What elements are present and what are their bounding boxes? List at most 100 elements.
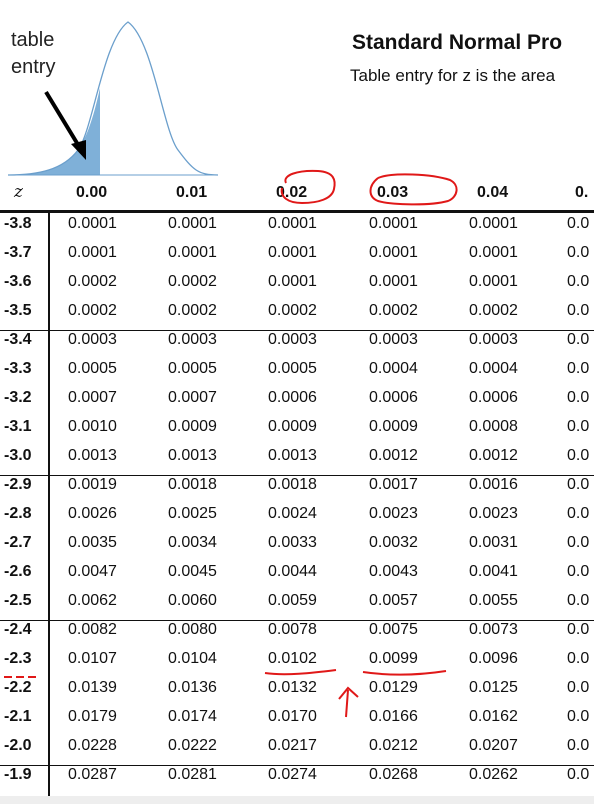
table-cell: 0.0013 bbox=[68, 447, 117, 464]
table-cell: 0.0031 bbox=[469, 534, 518, 551]
table-cell: 0.0002 bbox=[68, 273, 117, 290]
table-cell: 0.0001 bbox=[268, 215, 317, 232]
table-cell: 0.0045 bbox=[168, 563, 217, 580]
table-cell: 0.0035 bbox=[68, 534, 117, 551]
table-cell: 0.0268 bbox=[369, 766, 418, 783]
table-cell: 0.0001 bbox=[369, 244, 418, 261]
group-rule bbox=[0, 330, 594, 331]
table-cell: 0.0 bbox=[567, 650, 590, 667]
table-cell: 0.0001 bbox=[168, 215, 217, 232]
table-cell: 0.0003 bbox=[469, 331, 518, 348]
table-cell: 0.0005 bbox=[168, 360, 217, 377]
table-cell: 0.0104 bbox=[168, 650, 217, 667]
table-cell: 0.0009 bbox=[369, 418, 418, 435]
column-header-1: 0.00 bbox=[76, 184, 108, 201]
table-cell: 0.0075 bbox=[369, 621, 418, 638]
table-cell: 0.0004 bbox=[469, 360, 518, 377]
z-value: -1.9 bbox=[4, 766, 32, 783]
group-rule bbox=[0, 765, 594, 766]
table-cell: 0.0003 bbox=[168, 331, 217, 348]
table-cell: 0.0170 bbox=[268, 708, 317, 725]
table-cell: 0.0033 bbox=[268, 534, 317, 551]
table-cell: 0.0003 bbox=[268, 331, 317, 348]
table-cell: 0.0 bbox=[567, 592, 590, 609]
table-cell: 0.0262 bbox=[469, 766, 518, 783]
table-cell: 0.0013 bbox=[268, 447, 317, 464]
z-value: -2.1 bbox=[4, 708, 32, 725]
table-entry-label: table entry bbox=[11, 27, 55, 81]
table-cell: 0.0 bbox=[567, 244, 590, 261]
underline-0-0102 bbox=[264, 669, 337, 676]
z-value: -3.5 bbox=[4, 302, 32, 319]
shaded-area bbox=[8, 88, 100, 175]
table-cell: 0.0 bbox=[567, 476, 590, 493]
table-cell: 0.0132 bbox=[268, 679, 317, 696]
table-cell: 0.0006 bbox=[369, 389, 418, 406]
table-cell: 0.0047 bbox=[68, 563, 117, 580]
table-cell: 0.0 bbox=[567, 534, 590, 551]
table-cell: 0.0057 bbox=[369, 592, 418, 609]
table-cell: 0.0019 bbox=[68, 476, 117, 493]
table-cell: 0.0012 bbox=[369, 447, 418, 464]
arrow-head-icon bbox=[71, 140, 86, 160]
table-cell: 0.0043 bbox=[369, 563, 418, 580]
table-cell: 0.0102 bbox=[268, 650, 317, 667]
table-cell: 0.0023 bbox=[469, 505, 518, 522]
table-cell: 0.0 bbox=[567, 389, 590, 406]
table-cell: 0.0001 bbox=[469, 273, 518, 290]
table-cell: 0.0032 bbox=[369, 534, 418, 551]
table-cell: 0.0024 bbox=[268, 505, 317, 522]
table-cell: 0.0139 bbox=[68, 679, 117, 696]
column-header-5: 0.04 bbox=[477, 184, 509, 201]
z-value: -2.6 bbox=[4, 563, 32, 580]
table-cell: 0.0174 bbox=[168, 708, 217, 725]
table-cell: 0.0006 bbox=[469, 389, 518, 406]
table-cell: 0.0 bbox=[567, 737, 590, 754]
column-header-3: 0.02 bbox=[276, 184, 308, 201]
bottom-scroll-strip bbox=[0, 796, 594, 804]
table-cell: 0.0 bbox=[567, 302, 590, 319]
table-cell: 0.0002 bbox=[369, 302, 418, 319]
group-rule bbox=[0, 620, 594, 621]
table-cell: 0.0025 bbox=[168, 505, 217, 522]
table-cell: 0.0002 bbox=[469, 302, 518, 319]
table-cell: 0.0006 bbox=[268, 389, 317, 406]
table-cell: 0.0001 bbox=[68, 215, 117, 232]
underline-0-0099 bbox=[362, 670, 447, 676]
z-value: -3.2 bbox=[4, 389, 32, 406]
table-cell: 0.0002 bbox=[268, 302, 317, 319]
z-column-header: z bbox=[14, 182, 23, 202]
table-cell: 0.0 bbox=[567, 563, 590, 580]
table-cell: 0.0002 bbox=[68, 302, 117, 319]
table-cell: 0.0107 bbox=[68, 650, 117, 667]
table-cell: 0.0001 bbox=[68, 244, 117, 261]
table-cell: 0.0 bbox=[567, 708, 590, 725]
table-cell: 0.0055 bbox=[469, 592, 518, 609]
table-cell: 0.0001 bbox=[469, 215, 518, 232]
table-cell: 0.0129 bbox=[369, 679, 418, 696]
table-cell: 0.0217 bbox=[268, 737, 317, 754]
table-cell: 0.0 bbox=[567, 679, 590, 696]
group-rule bbox=[0, 475, 594, 476]
table-cell: 0.0 bbox=[567, 360, 590, 377]
table-cell: 0.0099 bbox=[369, 650, 418, 667]
z-value: -2.8 bbox=[4, 505, 32, 522]
z-value: -2.0 bbox=[4, 737, 32, 754]
table-cell: 0.0010 bbox=[68, 418, 117, 435]
table-cell: 0.0001 bbox=[369, 273, 418, 290]
table-cell: 0.0136 bbox=[168, 679, 217, 696]
table-cell: 0.0212 bbox=[369, 737, 418, 754]
z-value: -3.3 bbox=[4, 360, 32, 377]
table-cell: 0.0041 bbox=[469, 563, 518, 580]
table-cell: 0.0073 bbox=[469, 621, 518, 638]
page-title: Standard Normal Pro bbox=[352, 31, 563, 54]
table-cell: 0.0 bbox=[567, 766, 590, 783]
z-value: -3.7 bbox=[4, 244, 32, 261]
table-cell: 0.0034 bbox=[168, 534, 217, 551]
table-cell: 0.0018 bbox=[268, 476, 317, 493]
table-cell: 0.0082 bbox=[68, 621, 117, 638]
z-value: -2.7 bbox=[4, 534, 32, 551]
table-cell: 0.0 bbox=[567, 418, 590, 435]
table-entry-text: table entry bbox=[11, 29, 56, 78]
table-cell: 0.0003 bbox=[68, 331, 117, 348]
